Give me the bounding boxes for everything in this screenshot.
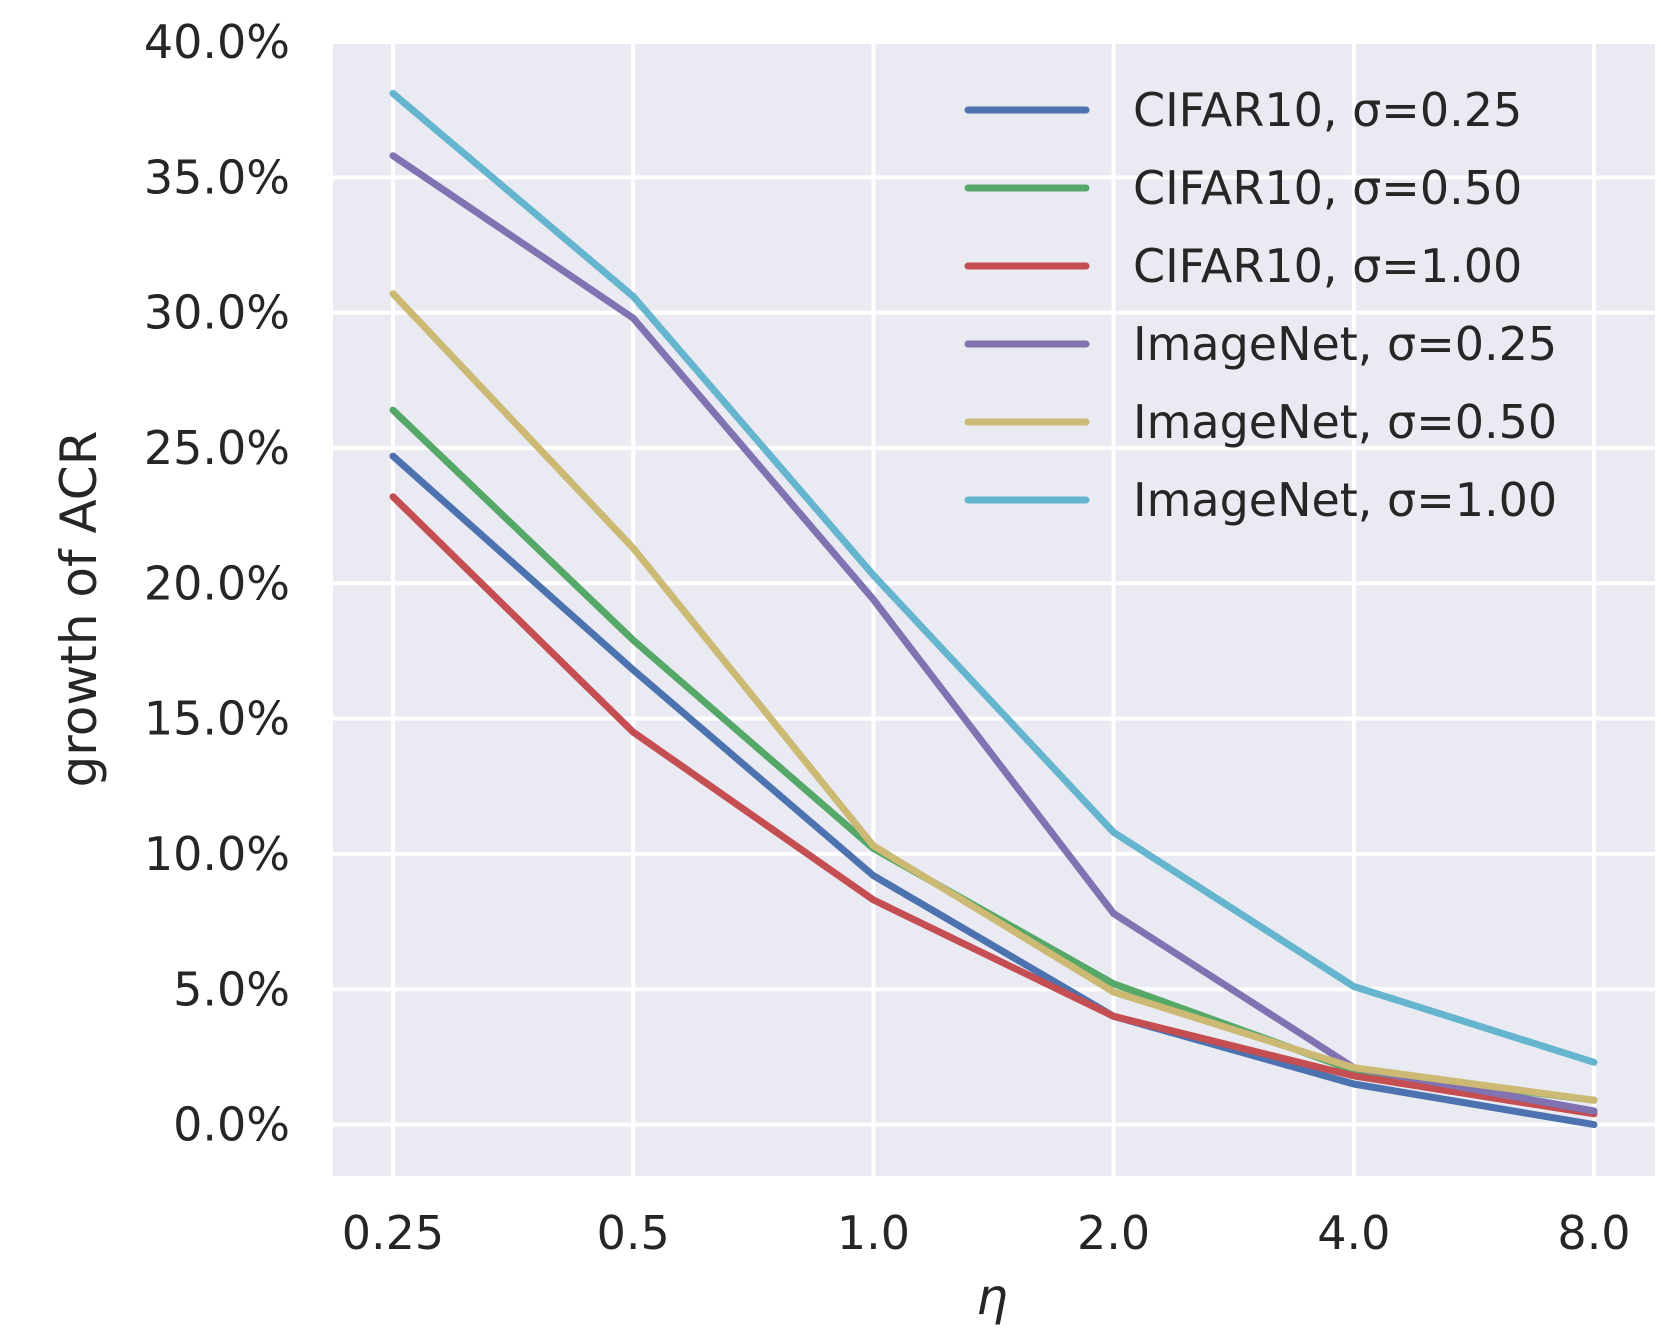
x-tick-label: 0.5 <box>597 1206 670 1260</box>
series-line-0 <box>389 452 1598 1129</box>
x-axis-title: η <box>976 1268 1008 1326</box>
y-tick-label: 30.0% <box>144 286 290 340</box>
y-tick-labels: 0.0% 5.0% 10.0% 15.0% 20.0% 25.0% 30.0% 35.0% 40… <box>144 15 290 1152</box>
x-tick-label: 0.25 <box>342 1206 444 1260</box>
legend-label: CIFAR10, σ=0.50 <box>1133 161 1522 215</box>
y-tick-label: 10.0% <box>144 827 290 881</box>
grid-lines <box>333 40 1655 1176</box>
x-tick-label: 1.0 <box>837 1206 910 1260</box>
y-tick-label: 20.0% <box>144 556 290 610</box>
legend-label: CIFAR10, σ=1.00 <box>1133 239 1522 293</box>
legend-label: CIFAR10, σ=0.25 <box>1133 83 1522 137</box>
legend-label: ImageNet, σ=1.00 <box>1133 473 1557 527</box>
y-tick-label: 40.0% <box>144 15 290 69</box>
legend: CIFAR10, σ=0.25 CIFAR10, σ=0.50 CIFAR10, σ… <box>964 83 1557 527</box>
legend-label: ImageNet, σ=0.50 <box>1133 395 1557 449</box>
y-tick-label: 15.0% <box>144 692 290 746</box>
legend-label: ImageNet, σ=0.25 <box>1133 317 1557 371</box>
y-tick-label: 0.0% <box>173 1098 290 1152</box>
series-lines <box>389 89 1598 1129</box>
x-tick-label: 4.0 <box>1317 1206 1390 1260</box>
x-tick-label: 8.0 <box>1557 1206 1630 1260</box>
y-tick-label: 25.0% <box>144 421 290 475</box>
series-line-2 <box>389 493 1598 1118</box>
series-line-5 <box>389 89 1598 1066</box>
y-tick-label: 35.0% <box>144 150 290 204</box>
x-tick-labels: 0.25 0.5 1.0 2.0 4.0 8.0 <box>342 1206 1631 1260</box>
y-axis-title: growth of ACR <box>50 431 108 788</box>
x-tick-label: 2.0 <box>1077 1206 1150 1260</box>
y-tick-label: 5.0% <box>173 962 290 1016</box>
series-line-4 <box>389 290 1598 1104</box>
